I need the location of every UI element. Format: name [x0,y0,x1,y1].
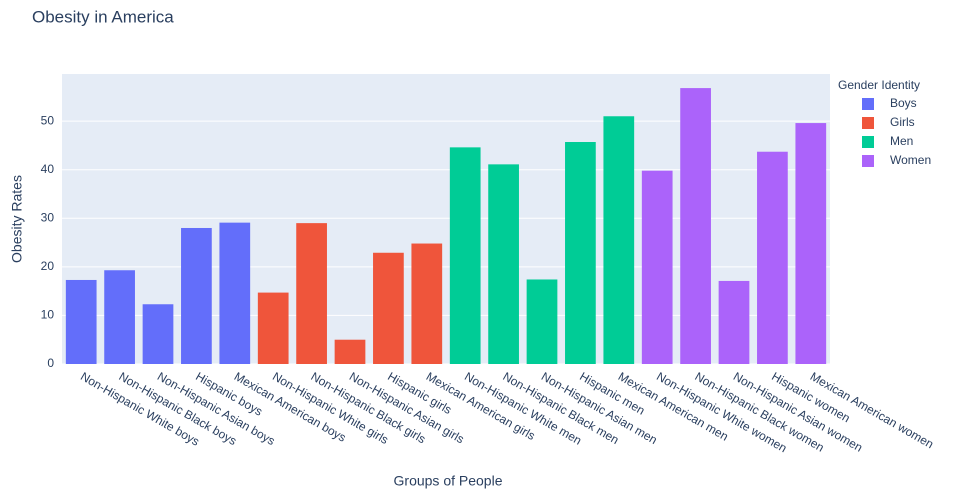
bar [603,116,635,364]
y-tick-label: 0 [47,356,54,370]
legend-label: Men [890,134,913,148]
y-tick-label: 50 [41,113,55,127]
bar [718,280,750,364]
y-axis-title: Obesity Rates [9,175,25,263]
plot-area [62,74,830,364]
bar [680,88,711,365]
bar [449,147,481,364]
bar [757,151,788,364]
bar [142,304,174,364]
legend-label: Boys [890,96,917,110]
legend-label: Girls [890,115,915,129]
legend-label: Women [890,153,931,167]
bar [373,252,404,364]
bar [565,142,596,364]
legend-swatch [862,136,874,148]
legend-swatch [862,117,874,129]
bar [257,292,289,364]
bar [411,243,443,364]
x-axis-title: Groups of People [394,473,503,489]
y-tick-label: 30 [41,210,55,224]
bar [104,270,135,364]
bar [296,223,327,364]
bar [181,227,212,364]
y-tick-label: 10 [41,308,55,322]
legend-swatch [862,155,874,167]
bar [334,339,366,364]
legend-title: Gender Identity [838,78,920,92]
chart-title: Obesity in America [32,7,174,26]
bar [795,123,827,364]
bar [65,279,97,364]
bar [219,222,251,364]
y-tick-label: 20 [41,259,55,273]
y-tick-label: 40 [41,162,55,176]
bar [641,170,673,364]
legend-swatch [862,98,874,110]
bar [526,279,558,364]
bar [488,164,519,364]
